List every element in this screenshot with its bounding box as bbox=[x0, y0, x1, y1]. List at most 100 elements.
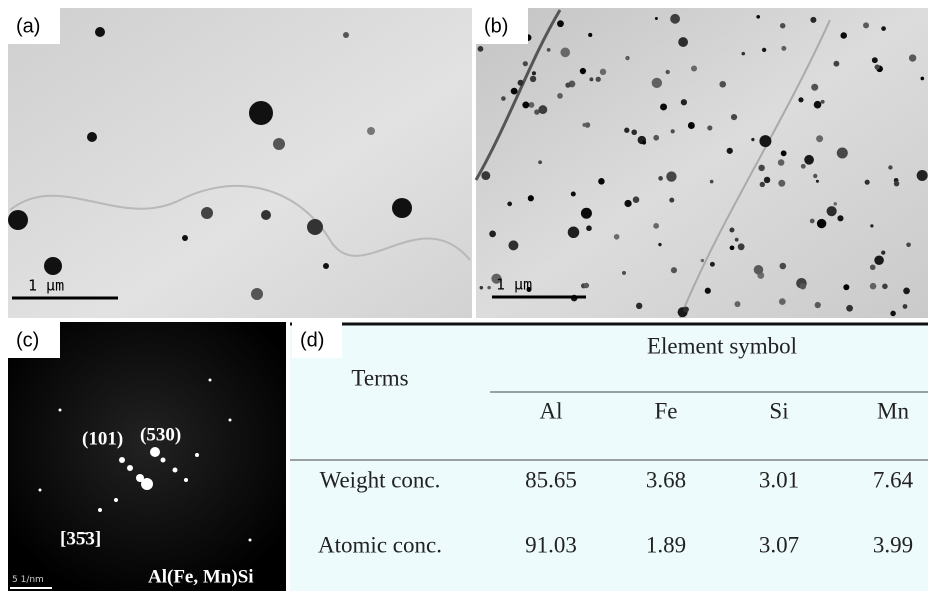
particle bbox=[671, 267, 677, 273]
particle bbox=[921, 77, 925, 81]
particle bbox=[511, 88, 518, 95]
particle bbox=[565, 82, 570, 87]
spot bbox=[98, 508, 102, 512]
particle bbox=[658, 176, 663, 181]
particle bbox=[710, 262, 715, 267]
particle bbox=[538, 160, 542, 164]
particle bbox=[701, 259, 704, 262]
cell: 3.01 bbox=[759, 467, 799, 492]
spot bbox=[150, 447, 160, 457]
particle bbox=[652, 78, 662, 88]
cell: 85.65 bbox=[525, 467, 577, 492]
annotation: (101) bbox=[82, 428, 123, 449]
particle bbox=[816, 180, 819, 183]
particle bbox=[201, 207, 213, 219]
particle bbox=[596, 77, 601, 82]
particle bbox=[631, 129, 637, 135]
particle bbox=[870, 264, 876, 270]
particle bbox=[735, 238, 739, 242]
particle bbox=[683, 307, 689, 313]
particle bbox=[582, 123, 586, 127]
particle bbox=[392, 198, 412, 218]
particle bbox=[798, 97, 803, 102]
particle bbox=[874, 255, 884, 265]
particle bbox=[478, 46, 484, 52]
particle bbox=[367, 127, 375, 135]
particle bbox=[598, 178, 605, 185]
particle bbox=[881, 26, 886, 31]
panel-a: (a) 1 μm bbox=[8, 8, 472, 318]
particle bbox=[781, 46, 786, 51]
particle bbox=[44, 257, 62, 275]
particle bbox=[642, 140, 646, 144]
particle bbox=[815, 302, 821, 308]
particle bbox=[778, 159, 785, 166]
particle bbox=[624, 200, 631, 207]
particle bbox=[840, 32, 847, 39]
particle bbox=[810, 219, 815, 224]
panel-c: (c) (101) (530) [35̄3] Al(Fe, Mn)Si 5 1/… bbox=[8, 322, 286, 591]
spot bbox=[184, 478, 188, 482]
particle bbox=[581, 208, 592, 219]
spot bbox=[119, 457, 125, 463]
particle bbox=[480, 286, 483, 289]
diffraction-pattern bbox=[8, 322, 286, 591]
particle bbox=[875, 64, 880, 69]
particle bbox=[343, 32, 349, 38]
particle bbox=[778, 180, 785, 187]
particle bbox=[261, 210, 271, 220]
particle bbox=[780, 263, 787, 270]
particle bbox=[653, 135, 659, 141]
spot bbox=[161, 458, 166, 463]
column-header: Fe bbox=[655, 398, 678, 423]
particle bbox=[705, 288, 711, 294]
particle bbox=[678, 37, 688, 47]
particle bbox=[653, 223, 659, 229]
particle bbox=[530, 76, 536, 82]
particle bbox=[759, 135, 771, 147]
particle bbox=[8, 210, 28, 230]
particle bbox=[522, 101, 529, 108]
particle bbox=[707, 125, 712, 130]
particle bbox=[903, 304, 908, 309]
particle bbox=[741, 52, 745, 56]
particle bbox=[890, 311, 896, 317]
annotation: (530) bbox=[140, 424, 181, 445]
particle bbox=[580, 68, 586, 74]
particle bbox=[273, 138, 285, 150]
particle bbox=[584, 283, 590, 289]
particle bbox=[813, 174, 817, 178]
particle bbox=[917, 170, 928, 181]
particle bbox=[529, 102, 535, 108]
particle bbox=[586, 225, 592, 231]
spot bbox=[136, 474, 144, 482]
spot bbox=[209, 379, 212, 382]
row-header: Weight conc. bbox=[320, 467, 441, 492]
particle bbox=[547, 48, 551, 52]
particle bbox=[781, 150, 787, 156]
spot bbox=[229, 419, 232, 422]
column-header: Si bbox=[769, 398, 788, 423]
figure: (a) 1 μm (b) 1 μm bbox=[0, 0, 928, 591]
particle bbox=[764, 177, 770, 183]
particle bbox=[624, 128, 629, 133]
particle bbox=[804, 155, 814, 165]
column-header: Mn bbox=[877, 398, 909, 423]
particle bbox=[691, 65, 697, 71]
particle bbox=[727, 148, 733, 154]
particle bbox=[729, 227, 734, 232]
particle bbox=[738, 243, 745, 250]
particle bbox=[622, 271, 626, 275]
particle bbox=[568, 227, 580, 239]
header-cell: Element symbol bbox=[647, 333, 797, 358]
particle bbox=[837, 147, 848, 158]
particle bbox=[814, 101, 822, 109]
particle bbox=[666, 171, 676, 181]
panel-label: (c) bbox=[16, 329, 39, 351]
particle bbox=[251, 288, 263, 300]
particle bbox=[600, 69, 606, 75]
particle bbox=[528, 195, 534, 201]
particle bbox=[589, 77, 593, 81]
particle bbox=[801, 164, 806, 169]
